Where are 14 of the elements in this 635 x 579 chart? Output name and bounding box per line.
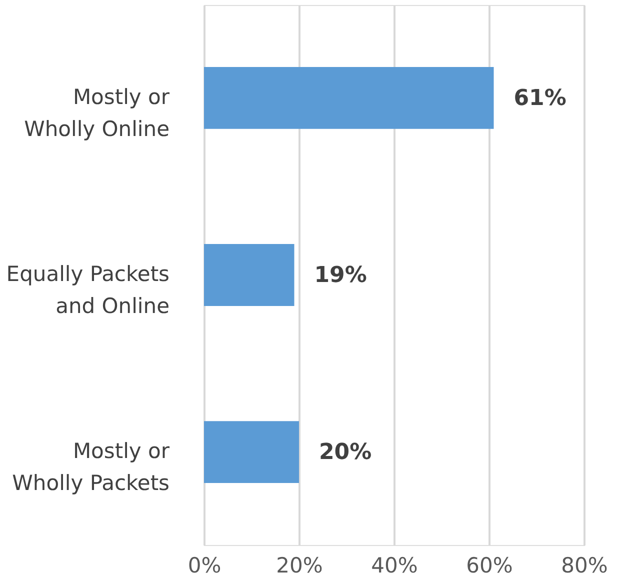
x-tick-label: 40% xyxy=(371,554,418,578)
y-tick-label: Equally Packets and Online xyxy=(6,262,170,318)
y-tick-label: Mostly or Wholly Online xyxy=(24,84,170,141)
bar xyxy=(204,421,299,484)
data-label: 19% xyxy=(314,263,367,288)
data-label: 20% xyxy=(319,440,372,466)
x-tick-label: 60% xyxy=(466,554,513,578)
y-tick-label: Mostly or Wholly Packets xyxy=(12,439,170,496)
bar xyxy=(204,66,494,129)
x-tick-label: 20% xyxy=(276,554,323,578)
data-label: 61% xyxy=(514,86,566,111)
x-tick-label: 0% xyxy=(188,554,222,578)
bar xyxy=(204,244,294,306)
x-tick-label: 80% xyxy=(561,554,608,578)
